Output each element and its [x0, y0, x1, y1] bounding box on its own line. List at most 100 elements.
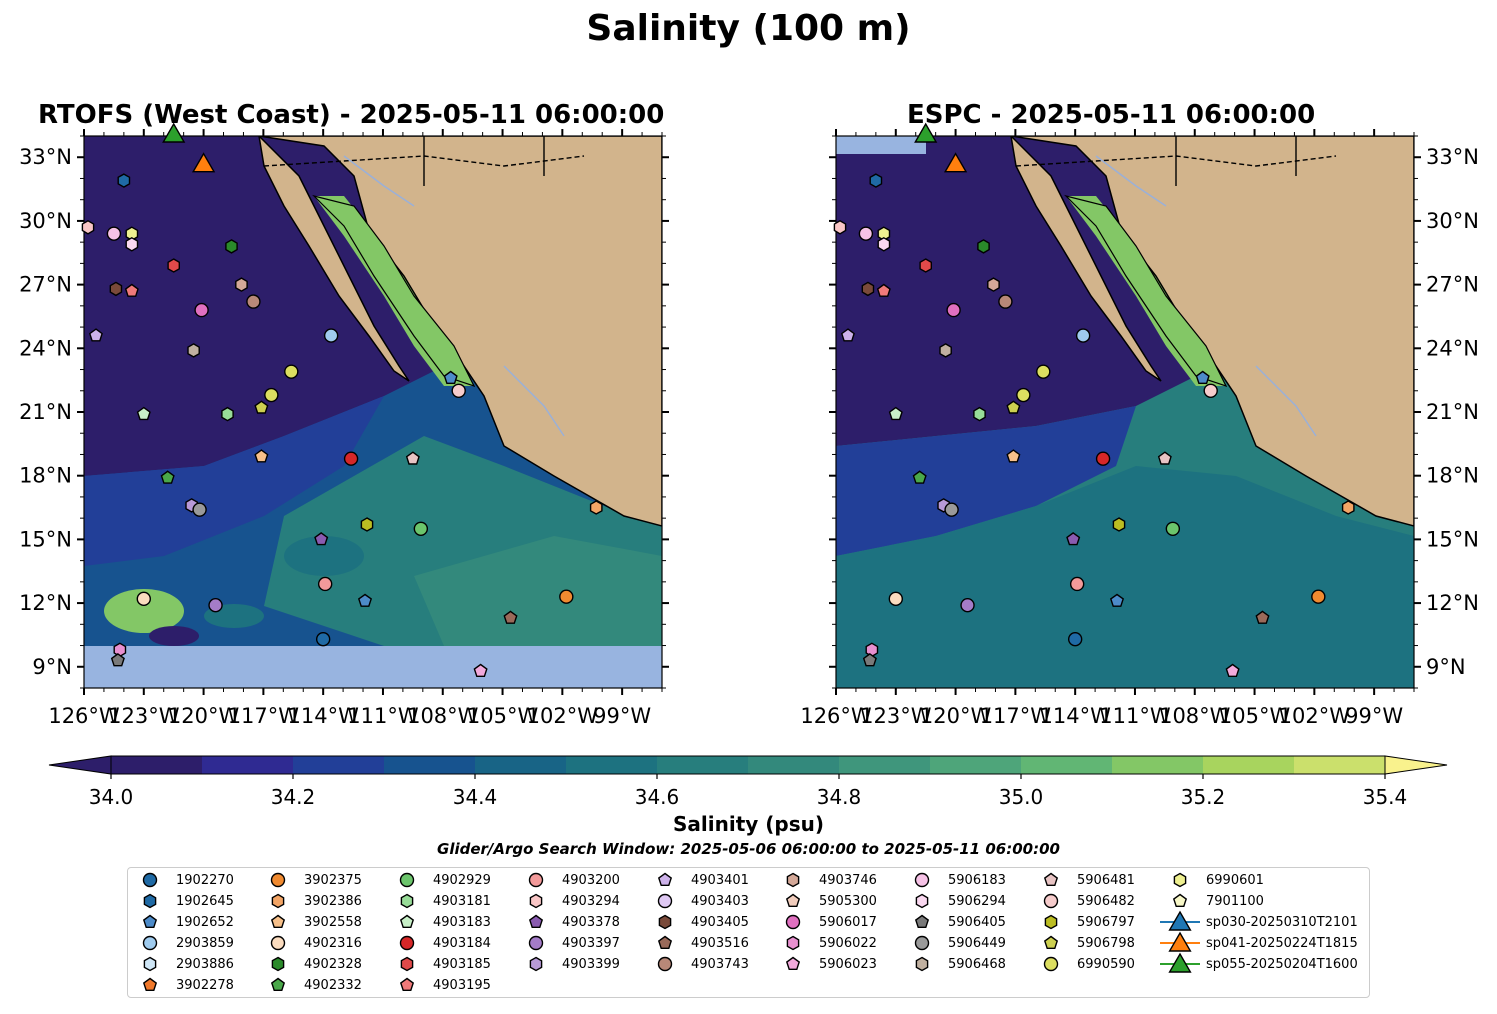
observation-4902328[interactable] [977, 239, 990, 254]
legend-marker[interactable] [529, 893, 543, 909]
legend-marker[interactable] [1043, 956, 1059, 972]
observation-4902316[interactable] [136, 591, 151, 607]
observation-5906405[interactable] [862, 653, 877, 667]
observation-1902652[interactable] [1195, 370, 1210, 385]
observation-5906405[interactable] [110, 653, 125, 667]
observation-4903397[interactable] [960, 598, 975, 613]
legend-marker[interactable] [528, 914, 544, 929]
legend-marker[interactable] [143, 956, 157, 972]
legend-marker[interactable] [658, 914, 672, 930]
legend-marker[interactable] [270, 872, 286, 888]
observation-4903516[interactable] [503, 610, 518, 624]
observation-2903859[interactable] [323, 328, 339, 343]
legend-marker[interactable] [785, 914, 801, 930]
legend-marker[interactable] [785, 893, 801, 908]
observation-5906023[interactable] [1225, 663, 1240, 677]
observation-sp055-20250204T1600[interactable] [914, 122, 938, 143]
observation-5906017[interactable] [946, 302, 961, 318]
observation-5906294[interactable] [125, 236, 139, 252]
observation-3902375[interactable] [559, 589, 574, 604]
legend-marker[interactable] [271, 893, 285, 909]
legend-marker[interactable] [1168, 910, 1192, 931]
observation-5906468[interactable] [187, 343, 200, 358]
observation-4903746[interactable] [235, 277, 248, 292]
observation-2903859[interactable] [1075, 328, 1091, 343]
legend-marker[interactable] [1172, 893, 1188, 908]
observation-3902558[interactable] [254, 449, 269, 463]
observation-5906183[interactable] [858, 226, 874, 241]
observation-5906797[interactable] [1112, 517, 1126, 532]
observation-3902386[interactable] [1341, 500, 1355, 515]
legend-marker[interactable] [1168, 952, 1192, 973]
observation-5906468[interactable] [939, 343, 952, 358]
observation-5906482[interactable] [451, 383, 466, 398]
observation-4903294[interactable] [833, 219, 847, 235]
legend-marker[interactable] [143, 893, 157, 909]
legend-marker[interactable] [1043, 935, 1059, 950]
observation-4903200[interactable] [1069, 576, 1085, 592]
legend-marker[interactable] [142, 935, 158, 951]
observation-4903184[interactable] [343, 451, 359, 466]
observation-4903397[interactable] [208, 598, 223, 613]
legend-marker[interactable] [400, 893, 414, 909]
legend-marker[interactable] [786, 935, 800, 951]
observation-4902929[interactable] [413, 521, 429, 536]
observation-5906449[interactable] [192, 502, 207, 517]
observation-3902386[interactable] [589, 500, 603, 515]
observation-sp041-20250224T1815[interactable] [191, 152, 216, 173]
observation-4903378[interactable] [1066, 532, 1081, 546]
legend-marker[interactable] [142, 872, 158, 888]
legend-marker[interactable] [399, 935, 415, 951]
legend-marker[interactable] [270, 914, 286, 929]
observation-4902328[interactable] [225, 239, 238, 254]
observation-6990590[interactable] [284, 364, 299, 379]
legend-marker[interactable] [399, 914, 415, 929]
observation-1902652[interactable] [357, 593, 373, 607]
map-panel-rtofs[interactable]: 126°W123°W120°W117°W114°W111°W108°W105°W… [19, 122, 669, 728]
legend-marker[interactable] [785, 956, 801, 971]
observation-4902929[interactable] [1165, 521, 1181, 536]
observation-5906294[interactable] [877, 236, 891, 252]
observation-4903200[interactable] [317, 576, 333, 592]
observation-1902270[interactable] [315, 631, 331, 647]
observation-5906482[interactable] [1203, 383, 1218, 398]
observation-4903746[interactable] [987, 277, 1000, 292]
legend-marker[interactable] [1043, 893, 1059, 909]
observation-5906481[interactable] [1157, 451, 1172, 465]
legend-marker[interactable] [915, 956, 929, 972]
observation-4903185[interactable] [167, 258, 181, 273]
legend-marker[interactable] [786, 872, 800, 888]
observation-5906798[interactable] [1006, 400, 1021, 414]
observation-4903183[interactable] [136, 406, 151, 421]
observation-5906449[interactable] [944, 502, 959, 517]
observation-3902558[interactable] [1006, 449, 1021, 463]
observation-sp055-20250204T1600[interactable] [162, 122, 186, 143]
legend-marker[interactable] [1043, 872, 1059, 887]
observation-6990590[interactable] [264, 387, 279, 403]
observation-1902645[interactable] [117, 173, 131, 188]
observation-1902645[interactable] [869, 173, 883, 188]
legend-marker[interactable] [399, 872, 415, 888]
observation-4903181[interactable] [973, 406, 986, 422]
legend-marker[interactable] [142, 977, 158, 992]
observation-5906183[interactable] [106, 226, 122, 241]
observation-4903294[interactable] [81, 219, 95, 235]
observation-6990590[interactable] [1016, 387, 1031, 403]
observation-4903405[interactable] [109, 281, 123, 297]
legend-marker[interactable] [657, 893, 673, 909]
observation-5906022[interactable] [865, 642, 879, 658]
legend-marker[interactable] [1173, 872, 1187, 888]
legend-marker[interactable] [400, 956, 414, 972]
legend-marker[interactable] [271, 956, 285, 972]
observation-1902652[interactable] [1109, 593, 1125, 607]
observation-4902332[interactable] [912, 470, 927, 484]
observation-1902652[interactable] [443, 370, 458, 385]
observation-1902270[interactable] [1067, 631, 1083, 647]
map-panel-espc[interactable]: 126°W123°W120°W117°W114°W111°W108°W105°W… [800, 122, 1479, 728]
legend-marker[interactable] [657, 956, 673, 972]
observation-4903743[interactable] [998, 294, 1013, 309]
legend-marker[interactable] [529, 956, 543, 972]
observation-4903743[interactable] [246, 294, 261, 309]
observation-5906017[interactable] [194, 302, 209, 318]
observation-4902316[interactable] [888, 591, 903, 607]
